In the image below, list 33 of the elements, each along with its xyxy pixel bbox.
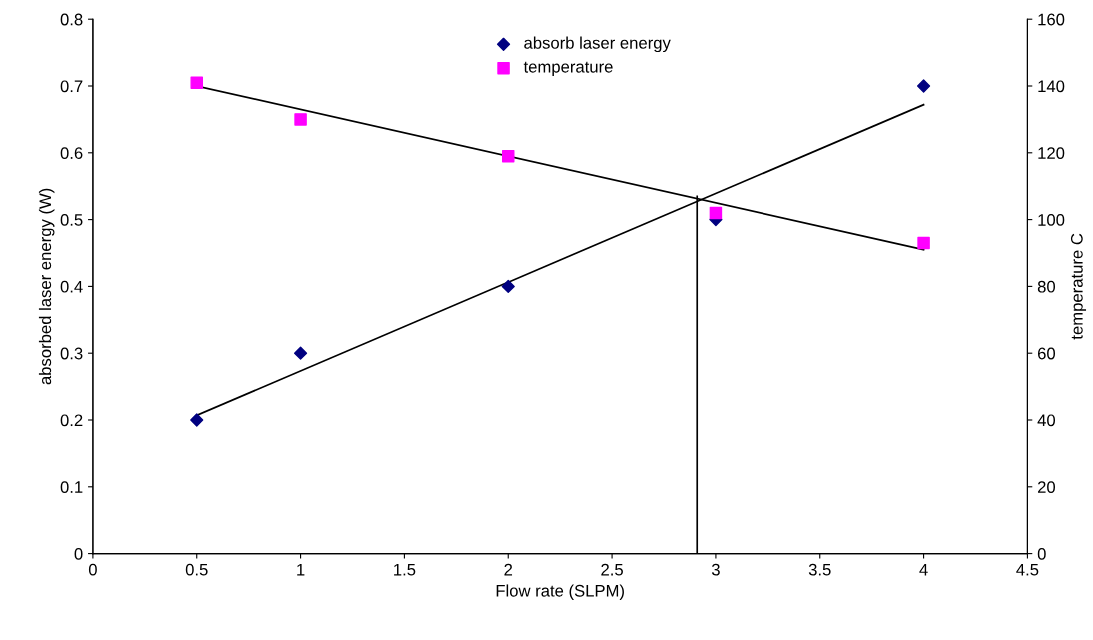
x-tick-label: 0 [88,563,97,576]
y-tick-label: 0.3 [60,347,83,360]
y-tick-label: 0.6 [60,147,83,159]
y2-tick-label: 140 [1038,80,1065,93]
x-tick-label: 0.5 [185,563,208,576]
x-tick-label: 2.5 [601,563,623,576]
y-tick-label: 0.2 [60,414,83,427]
y-axis-title: absorbed laser energy (W) [38,188,55,385]
x-tick-label: 3 [711,563,720,576]
y2-tick-label: 100 [1038,214,1065,226]
x-tick-label: 3.5 [808,563,831,576]
y-tick-label: 0.1 [60,481,83,493]
x-tick-label: 4.5 [1016,563,1039,576]
y2-tick-label: 0 [1037,548,1046,560]
y-tick-label: 0.7 [60,80,83,93]
x-tick-label: 1 [297,563,305,576]
legend-label: absorb laser energy [524,36,671,53]
y-tick-label: 0.5 [60,214,83,226]
y-tick-label: 0 [74,548,83,560]
x-tick-label: 4 [919,563,928,576]
x-tick-label: 1.5 [394,563,416,576]
x-axis-title: Flow rate (SLPM) [496,584,624,600]
y-tick-label: 0.4 [60,280,83,293]
y2-axis-title: temperature C [1070,233,1087,340]
legend-label: temperature [523,61,613,76]
y2-tick-label: 120 [1038,147,1065,159]
x-tick-label: 2 [504,563,513,576]
y2-tick-label: 20 [1037,481,1056,493]
y-tick-label: 0.8 [60,13,83,26]
y2-tick-label: 160 [1038,13,1065,26]
y2-tick-label: 80 [1037,280,1056,293]
y2-tick-label: 60 [1037,347,1056,360]
y2-tick-label: 40 [1037,414,1056,427]
